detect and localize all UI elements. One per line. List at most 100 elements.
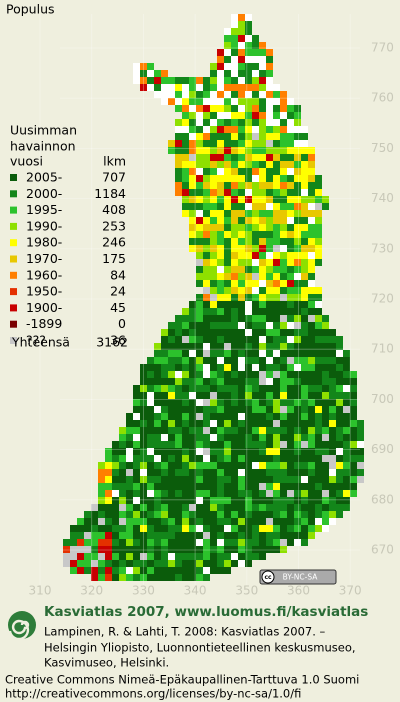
map-cell	[301, 196, 308, 203]
map-cell	[203, 441, 210, 448]
map-cell	[231, 77, 238, 84]
map-cell	[294, 168, 301, 175]
map-cell	[252, 511, 259, 518]
map-cell	[161, 399, 168, 406]
map-cell	[105, 469, 112, 476]
map-cell	[294, 378, 301, 385]
map-cell	[266, 476, 273, 483]
map-cell	[189, 371, 196, 378]
legend-swatch	[10, 174, 17, 181]
map-cell	[189, 147, 196, 154]
map-cell	[259, 350, 266, 357]
map-cell	[196, 182, 203, 189]
map-cell	[287, 231, 294, 238]
map-cell	[238, 182, 245, 189]
map-cell	[329, 413, 336, 420]
map-cell	[315, 315, 322, 322]
map-cell	[294, 539, 301, 546]
map-cell	[217, 490, 224, 497]
map-cell	[217, 560, 224, 567]
map-cell	[315, 497, 322, 504]
map-cell	[273, 266, 280, 273]
map-cell	[210, 399, 217, 406]
map-cell	[126, 518, 133, 525]
map-cell	[322, 336, 329, 343]
map-cell	[126, 434, 133, 441]
map-cell	[245, 511, 252, 518]
badge-text: BY-NC-SA	[283, 573, 319, 582]
map-cell	[182, 329, 189, 336]
map-cell	[182, 406, 189, 413]
map-cell	[203, 119, 210, 126]
map-cell	[182, 504, 189, 511]
map-cell	[203, 259, 210, 266]
map-cell	[245, 420, 252, 427]
map-cell	[231, 504, 238, 511]
map-cell	[189, 336, 196, 343]
map-cell	[287, 413, 294, 420]
map-cell	[238, 154, 245, 161]
map-cell	[294, 434, 301, 441]
map-cell	[126, 413, 133, 420]
map-cell	[350, 413, 357, 420]
map-cell	[336, 469, 343, 476]
map-cell	[126, 448, 133, 455]
map-cell	[273, 546, 280, 553]
map-cell	[231, 182, 238, 189]
map-cell	[224, 504, 231, 511]
map-cell	[252, 42, 259, 49]
map-cell	[266, 119, 273, 126]
map-cell	[245, 238, 252, 245]
map-cell	[245, 133, 252, 140]
map-cell	[238, 77, 245, 84]
map-cell	[70, 546, 77, 553]
map-cell	[273, 357, 280, 364]
map-cell	[308, 189, 315, 196]
map-cell	[322, 413, 329, 420]
map-cell	[294, 420, 301, 427]
map-cell	[119, 427, 126, 434]
map-cell	[301, 217, 308, 224]
map-cell	[259, 448, 266, 455]
map-cell	[280, 525, 287, 532]
map-cell	[231, 91, 238, 98]
map-cell	[252, 280, 259, 287]
map-cell	[266, 385, 273, 392]
map-cell	[140, 532, 147, 539]
map-cell	[182, 392, 189, 399]
map-cell	[168, 441, 175, 448]
map-cell	[189, 567, 196, 574]
map-cell	[126, 497, 133, 504]
map-cell	[315, 385, 322, 392]
map-cell	[273, 336, 280, 343]
map-cell	[217, 434, 224, 441]
map-cell	[280, 406, 287, 413]
map-cell	[133, 413, 140, 420]
map-cell	[308, 371, 315, 378]
map-cell	[259, 518, 266, 525]
map-cell	[182, 77, 189, 84]
map-cell	[105, 455, 112, 462]
map-cell	[301, 511, 308, 518]
map-cell	[133, 490, 140, 497]
map-cell	[266, 378, 273, 385]
map-cell	[175, 126, 182, 133]
map-cell	[231, 133, 238, 140]
map-cell	[147, 455, 154, 462]
map-cell	[217, 210, 224, 217]
map-cell	[294, 392, 301, 399]
map-cell	[105, 560, 112, 567]
map-cell	[182, 476, 189, 483]
map-cell	[231, 21, 238, 28]
map-cell	[343, 448, 350, 455]
easting-label: 370	[339, 584, 362, 598]
map-cell	[252, 336, 259, 343]
map-cell	[175, 546, 182, 553]
map-cell	[308, 147, 315, 154]
map-cell	[105, 567, 112, 574]
map-cell	[245, 434, 252, 441]
map-cell	[343, 420, 350, 427]
map-cell	[203, 343, 210, 350]
map-cell	[210, 245, 217, 252]
map-cell	[238, 315, 245, 322]
